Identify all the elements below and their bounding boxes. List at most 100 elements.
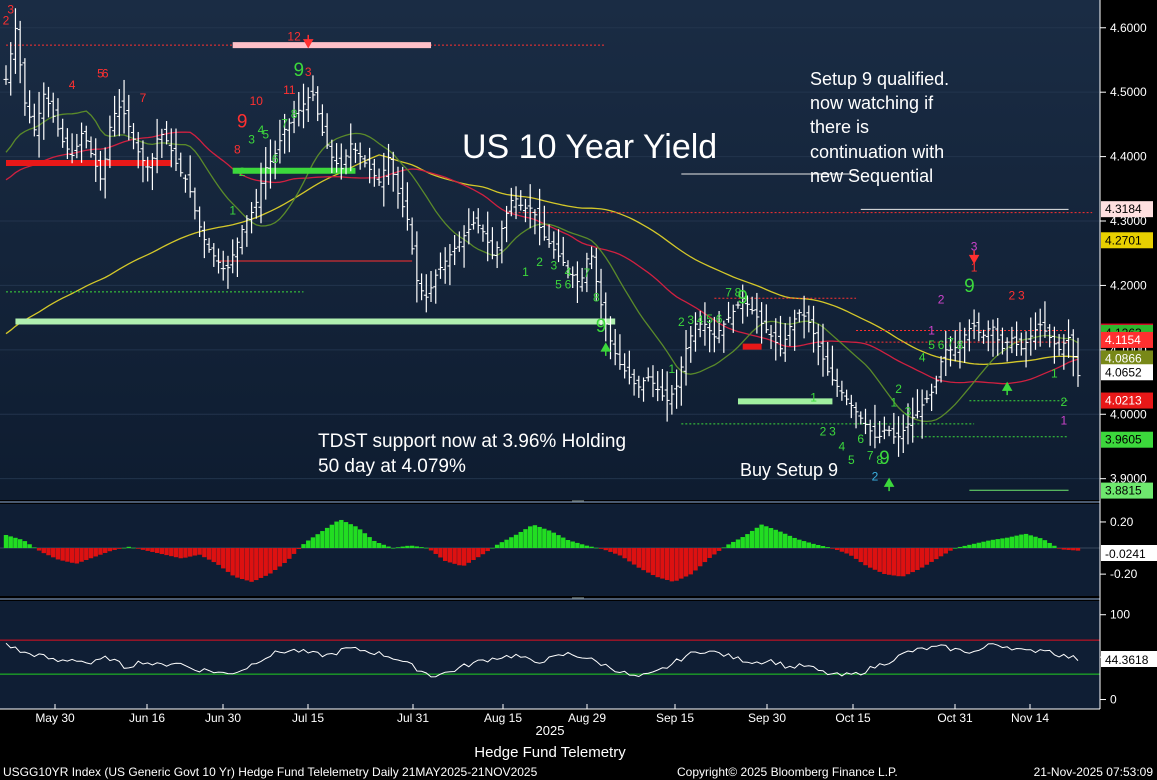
macd-bar (948, 548, 953, 551)
macd-bar (919, 548, 925, 568)
macd-bar (693, 548, 698, 571)
macd-bar (660, 548, 665, 579)
setup-count: 5 (262, 128, 269, 142)
setup-count: 1 (229, 204, 236, 218)
setup-count: 8 (234, 142, 241, 156)
value-tag-bg (1101, 392, 1153, 409)
macd-bar (263, 548, 268, 576)
macd-bar (598, 548, 604, 549)
tdst-note: TDST support now at 3.96% Holding 50 day… (318, 431, 626, 477)
macd-bar (173, 548, 179, 558)
macd-bar (315, 534, 320, 549)
macd-bar (556, 535, 561, 549)
macd-bar (490, 547, 495, 549)
setup-count: 2 (239, 165, 246, 179)
setup-count: 3 (550, 258, 557, 272)
oscillator-bands (0, 639, 1100, 675)
macd-bar (372, 540, 377, 549)
macd-bar (688, 548, 693, 575)
macd-bar (806, 542, 812, 549)
macd-bar (641, 548, 646, 571)
macd-bar (792, 537, 797, 549)
macd-bar (88, 548, 94, 559)
macd-bar (395, 547, 401, 549)
macd-bar (254, 548, 259, 581)
sell-arrow-icon (302, 34, 314, 49)
setup-note-line-2: now watching if (810, 93, 934, 113)
macd-bar (986, 540, 991, 549)
macd-bar (258, 548, 264, 578)
sma-red-line (5, 131, 1079, 385)
setup-count: 2 (820, 425, 827, 439)
macd-bar (409, 545, 415, 549)
setup-count: 1 (1060, 414, 1067, 428)
macd-bar (518, 531, 523, 549)
macd-bar (589, 546, 594, 549)
setup-count: 1 (810, 390, 817, 404)
x-tick-label: Jun 30 (205, 711, 241, 725)
macd-bar (551, 532, 557, 549)
macd-bar (910, 548, 915, 573)
macd-bar (702, 548, 708, 563)
setup-count: 9 (737, 287, 748, 308)
macd-bar (570, 541, 575, 549)
setup-note-line-4: continuation with (810, 142, 944, 162)
setup-count: 8 (291, 107, 298, 121)
macd-bar (646, 548, 651, 573)
macd-bar (953, 547, 958, 549)
x-tick-label: Oct 15 (835, 711, 871, 725)
setup-count: 7 (725, 285, 732, 299)
macd-bar (206, 548, 212, 560)
macd-bar (324, 527, 330, 549)
macd-bar (235, 548, 240, 578)
macd-bar (93, 548, 98, 557)
macd-bar (471, 548, 476, 561)
macd-bar (783, 533, 788, 549)
macd-bar (1038, 538, 1043, 549)
value-tag-bg (1101, 431, 1153, 448)
main-y-tick-label: 4.3000 (1110, 214, 1147, 228)
setup-count: 12 (287, 30, 301, 44)
macd-bar (778, 531, 783, 549)
macd-bar (282, 548, 287, 563)
macd-bar (707, 548, 712, 558)
macd-bar (296, 548, 301, 550)
value-tag: 4.3184 (1105, 202, 1142, 216)
macd-bar (84, 548, 89, 560)
macd-bar (112, 548, 117, 550)
macd-bar (674, 548, 679, 581)
x-tick-label: May 30 (35, 711, 75, 725)
macd-bar (896, 548, 901, 577)
macd-bar (183, 548, 188, 558)
price-bars (3, 8, 1081, 457)
setup-count: 6 (102, 66, 109, 80)
macd-bar (353, 526, 358, 549)
macd-bar (117, 548, 122, 549)
macd-bar (726, 544, 731, 549)
macd-bar (740, 537, 745, 549)
macd-bar (306, 540, 311, 549)
x-tick-label: Jul 15 (292, 711, 324, 725)
macd-bar (561, 537, 566, 549)
setup-count: 4 (69, 78, 76, 92)
oscillator-line (5, 642, 1079, 678)
x-tick-label: Aug 15 (484, 711, 522, 725)
macd-bar (801, 541, 807, 549)
macd-bar (669, 548, 675, 582)
tdst-note-line-1: TDST support now at 3.96% Holding (318, 431, 626, 452)
macd-bar (494, 544, 500, 549)
sma-yellow-line (5, 154, 1079, 366)
macd-y-tick-label: -0.20 (1110, 567, 1138, 581)
setup-count: 5 (97, 66, 104, 80)
setup-count: 1 (522, 265, 529, 279)
setup-count: 3 (971, 240, 978, 254)
macd-bar (504, 539, 509, 549)
macd-bar (343, 522, 349, 549)
macd-bar (1066, 548, 1071, 550)
macd-bar (197, 548, 202, 555)
setup-count: 7 (140, 91, 147, 105)
setup-count: 11 (283, 83, 296, 97)
macd-bar (98, 548, 103, 555)
macd-bar (542, 528, 547, 549)
macd-bar (216, 548, 221, 565)
